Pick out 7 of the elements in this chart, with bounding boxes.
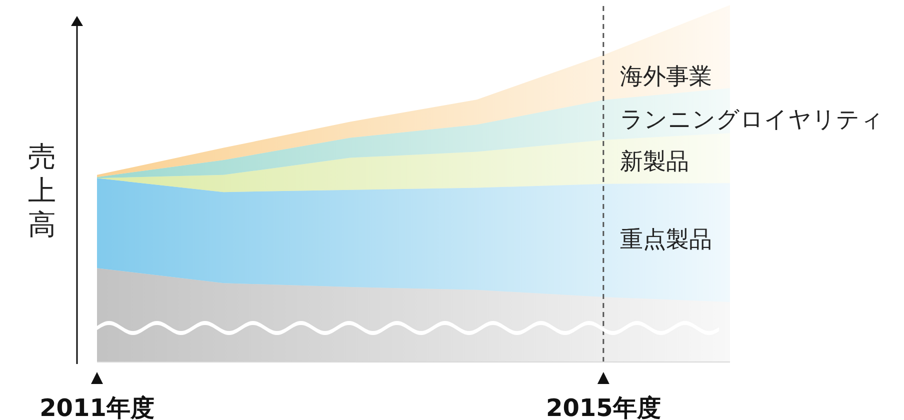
x-tick-label: 2011年度 <box>40 394 154 420</box>
x-tick-label: 2015年度 <box>546 394 661 420</box>
y-axis-title: 売上高 <box>27 140 57 242</box>
series-label: 海外事業 <box>620 63 712 92</box>
series-label: 重点製品 <box>620 226 712 256</box>
series-label: 新製品 <box>620 148 689 177</box>
series-label: ランニングロイヤリティ <box>620 106 884 135</box>
